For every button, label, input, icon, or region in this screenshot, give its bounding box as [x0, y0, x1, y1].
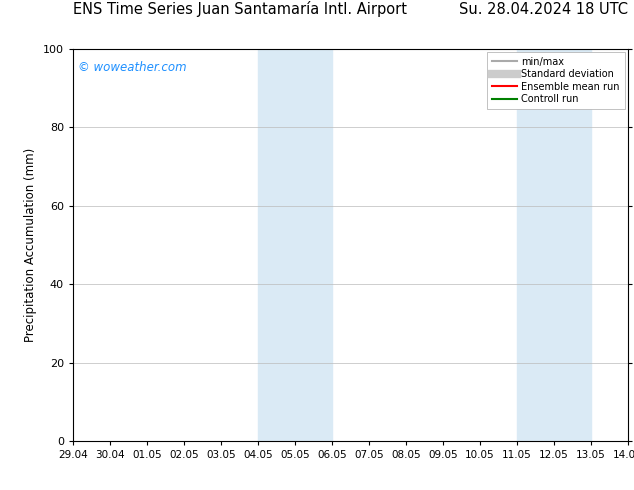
- Y-axis label: Precipitation Accumulation (mm): Precipitation Accumulation (mm): [24, 148, 37, 342]
- Legend: min/max, Standard deviation, Ensemble mean run, Controll run: min/max, Standard deviation, Ensemble me…: [488, 52, 624, 109]
- Text: ENS Time Series Juan Santamaría Intl. Airport: ENS Time Series Juan Santamaría Intl. Ai…: [73, 1, 407, 17]
- Bar: [517, 49, 591, 441]
- Bar: [258, 49, 332, 441]
- Text: © woweather.com: © woweather.com: [79, 61, 187, 74]
- Text: Su. 28.04.2024 18 UTC: Su. 28.04.2024 18 UTC: [458, 2, 628, 17]
